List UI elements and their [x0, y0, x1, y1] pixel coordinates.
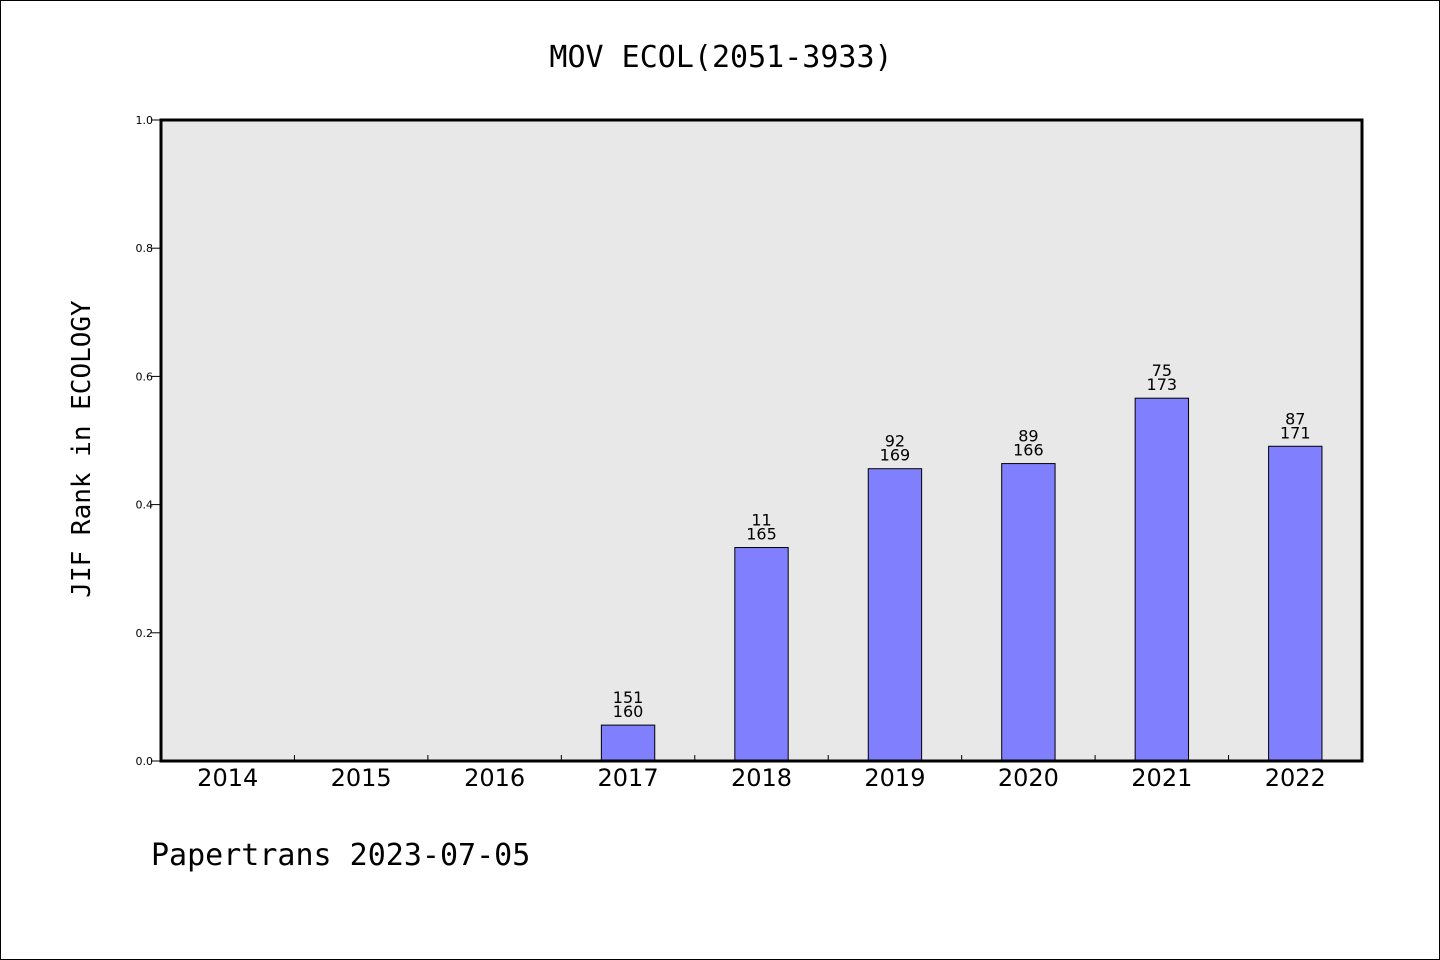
x-tick-label-2020: 2020 [998, 764, 1059, 792]
x-tick-labels-group: 2014 2015 2016 2017 2018 2019 2020 2021 2022 [197, 764, 1326, 792]
x-tick-label-2019: 2019 [864, 764, 925, 792]
data-label-rank-2022: 87 [1285, 409, 1305, 428]
bar-2022 [1268, 445, 1323, 762]
data-label-total-2022: 171 [1280, 423, 1311, 442]
bars-group [600, 397, 1323, 762]
x-tick-label-2018: 2018 [731, 764, 792, 792]
y-tick-label: 1.0 [136, 114, 154, 127]
bar-2021 [1134, 397, 1190, 762]
data-label-total-2018: 165 [746, 525, 777, 544]
y-tick-label: 0.2 [136, 627, 154, 640]
y-tick-label: 0.4 [136, 499, 154, 512]
plot-border [159, 118, 1364, 763]
chart-title: MOV ECOL(2051-3933) [549, 40, 892, 75]
data-label-total-2021: 173 [1147, 375, 1178, 394]
y-axis-label: JIF Rank in ECOLOGY [67, 300, 97, 598]
footer-text: Papertrans 2023-07-05 [151, 838, 530, 873]
x-tick-label-2016: 2016 [464, 764, 525, 792]
bar-2017 [600, 724, 656, 762]
bar-2020 [1001, 463, 1056, 762]
x-tick-label-2017: 2017 [598, 764, 659, 792]
x-tick-label-2015: 2015 [331, 764, 392, 792]
bar-2018 [734, 547, 789, 762]
data-label-total-2019: 169 [880, 446, 911, 465]
data-label-rank-2020: 89 [1018, 427, 1038, 446]
data-label-rank-2017: 151 [613, 688, 644, 707]
bar-2019 [867, 468, 923, 762]
data-label-rank-2018: 11 [751, 511, 771, 530]
y-tick-label: 0.0 [136, 755, 154, 768]
x-tick-label-2021: 2021 [1131, 764, 1192, 792]
data-label-total-2017: 160 [613, 702, 644, 721]
y-tick-labels-group: 0.0 0.2 0.4 0.6 0.8 1.0 [136, 114, 154, 768]
data-label-rank-2021: 75 [1152, 361, 1172, 380]
y-tick-label: 0.8 [136, 242, 154, 255]
data-label-rank-2019: 92 [885, 432, 905, 451]
x-tick-label-2022: 2022 [1265, 764, 1326, 792]
data-label-total-2020: 166 [1013, 441, 1044, 460]
y-tick-label: 0.6 [136, 370, 154, 383]
x-tick-label-2014: 2014 [197, 764, 258, 792]
